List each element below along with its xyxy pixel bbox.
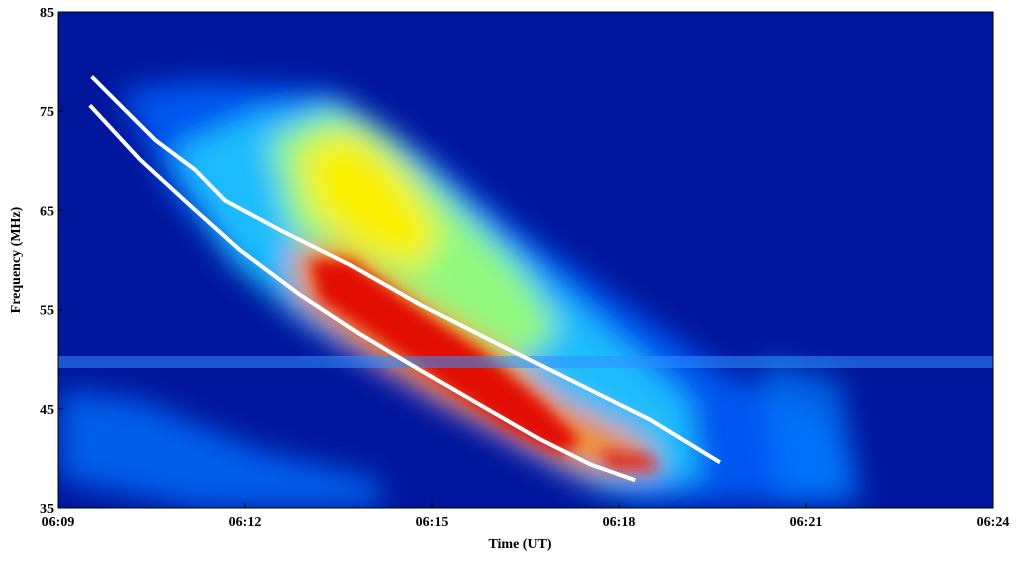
y-tick-label: 55 [40,304,54,319]
fit-line [88,103,636,483]
y-tick-label: 65 [40,204,54,219]
x-tick-label: 06:09 [42,515,75,530]
data-lines [88,75,722,483]
x-tick-label: 06:15 [416,515,449,530]
x-tick-label: 06:24 [977,515,1010,530]
y-tick-label: 45 [40,403,54,418]
x-tick-label: 06:18 [603,515,636,530]
x-axis-title: Time (UT) [488,537,551,552]
fit-line [90,75,722,465]
y-tick-label: 85 [40,6,54,21]
x-tick-label: 06:21 [790,515,823,530]
y-axis-title: Frequency (MHz) [9,206,24,313]
x-tick-label: 06:12 [229,515,262,530]
spectrogram [58,12,993,508]
axes: 35 45 55 65 75 85 06:09 06:12 06:15 06:18 06:21 06:… [40,6,1009,530]
y-tick-label: 75 [40,105,54,120]
y-tick-label: 35 [40,502,54,517]
